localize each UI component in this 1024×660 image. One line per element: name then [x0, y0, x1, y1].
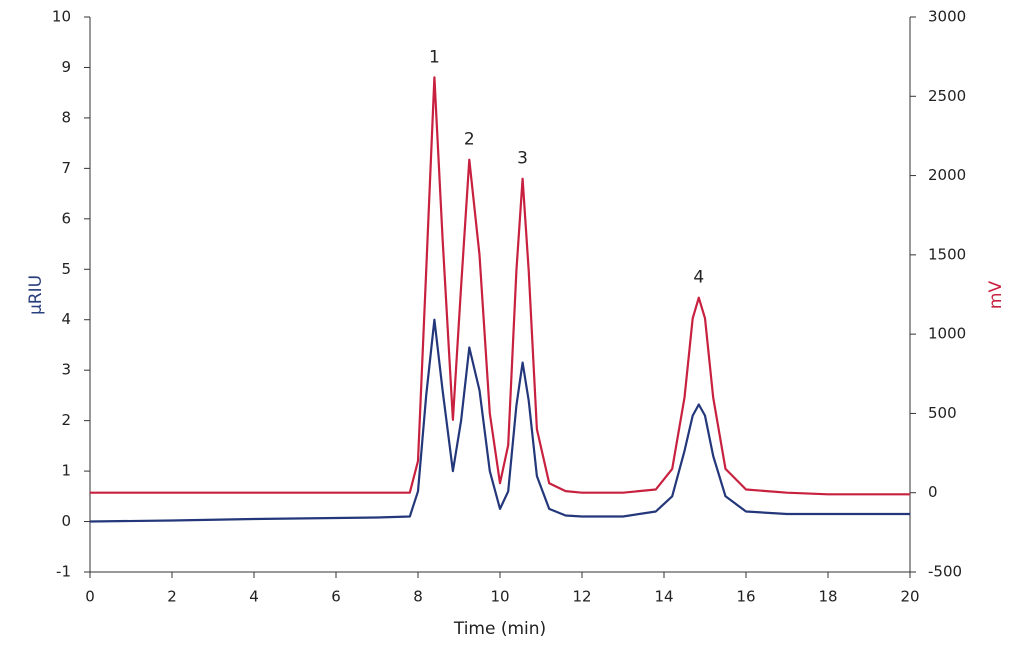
- y2-tick-label: 2000: [928, 166, 966, 184]
- peak-label: 4: [693, 268, 704, 288]
- x-tick-label: 20: [900, 588, 919, 606]
- y2-tick-label: 1500: [928, 245, 966, 263]
- y-tick-label: 10: [52, 8, 71, 26]
- y-tick-label: 1: [61, 462, 71, 480]
- x-tick-label: 0: [85, 588, 95, 606]
- y2-tick-label: -500: [928, 563, 962, 581]
- x-tick-label: 10: [490, 588, 509, 606]
- y2-tick-label: 3000: [928, 8, 966, 26]
- peak-label: 3: [517, 149, 528, 169]
- x-tick-label: 4: [249, 588, 259, 606]
- y-tick-label: -1: [56, 563, 71, 581]
- y-tick-label: 4: [61, 310, 71, 328]
- y2-tick-label: 2500: [928, 87, 966, 105]
- y2-tick-label: 1000: [928, 325, 966, 343]
- series-line: [89, 318, 910, 523]
- x-tick-label: 12: [572, 588, 591, 606]
- y2-tick-label: 500: [928, 404, 957, 422]
- y-axis-label: µRIU: [26, 275, 46, 315]
- y2-axis-label: mV: [986, 281, 1006, 310]
- x-tick-label: 8: [413, 588, 423, 606]
- x-tick-label: 14: [654, 588, 673, 606]
- x-tick-label: 16: [736, 588, 755, 606]
- y-tick-label: 7: [61, 159, 71, 177]
- y2-tick-label: 0: [928, 483, 938, 501]
- series-line: [90, 76, 910, 496]
- y-tick-label: 3: [61, 361, 71, 379]
- y-tick-label: 5: [61, 260, 71, 278]
- y-tick-label: 8: [61, 108, 71, 126]
- y-tick-label: 2: [61, 411, 71, 429]
- x-axis-label: Time (min): [453, 619, 546, 639]
- x-tick-label: 6: [331, 588, 341, 606]
- y-tick-label: 0: [61, 512, 71, 530]
- peak-label: 1: [429, 47, 440, 67]
- y-tick-label: 9: [61, 58, 71, 76]
- peak-label: 2: [464, 130, 475, 150]
- x-tick-label: 18: [818, 588, 837, 606]
- x-tick-label: 2: [167, 588, 177, 606]
- y-tick-label: 6: [61, 209, 71, 227]
